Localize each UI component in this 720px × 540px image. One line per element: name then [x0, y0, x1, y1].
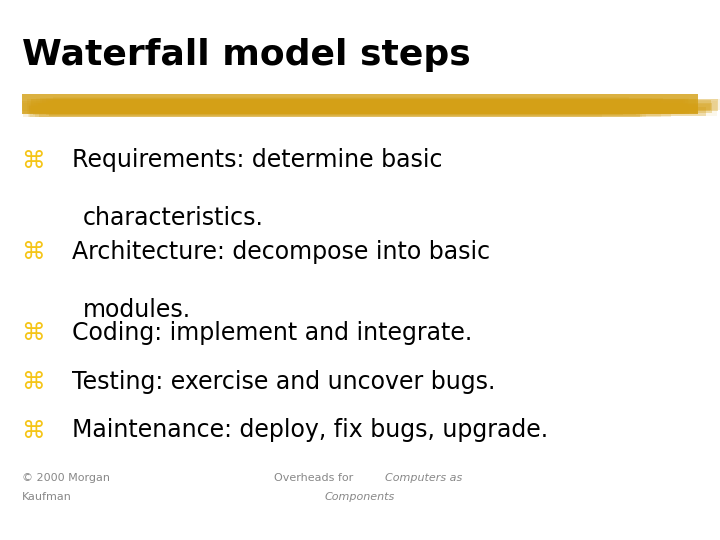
Bar [43, 106, 683, 112]
Bar [30, 107, 621, 112]
Bar [37, 98, 689, 110]
Bar [30, 105, 698, 110]
Bar [28, 106, 661, 117]
Bar [49, 107, 706, 116]
Bar [39, 104, 675, 112]
Bar [42, 99, 718, 111]
Bar [53, 97, 629, 110]
Bar [48, 103, 633, 113]
Text: Waterfall model steps: Waterfall model steps [22, 38, 470, 72]
Text: ⌘: ⌘ [22, 418, 45, 442]
Bar [49, 102, 716, 116]
Bar [49, 110, 626, 114]
Bar [30, 102, 647, 117]
Bar [35, 109, 670, 117]
Text: ⌘: ⌘ [22, 240, 45, 264]
Bar [56, 104, 698, 114]
Bar [27, 99, 685, 114]
Bar [31, 99, 696, 113]
Text: Kaufman: Kaufman [22, 492, 71, 502]
Bar [46, 98, 652, 110]
Text: Testing: exercise and uncover bugs.: Testing: exercise and uncover bugs. [72, 370, 495, 394]
Bar [30, 108, 625, 114]
Bar [38, 106, 678, 112]
Text: Overheads for: Overheads for [274, 473, 356, 483]
Bar [37, 103, 712, 113]
Text: Maintenance: deploy, fix bugs, upgrade.: Maintenance: deploy, fix bugs, upgrade. [72, 418, 548, 442]
Bar [45, 105, 678, 114]
Bar [23, 103, 687, 113]
Text: Computers as: Computers as [385, 473, 462, 483]
Bar [55, 104, 637, 114]
Bar [22, 100, 661, 111]
Text: ⌘: ⌘ [22, 370, 45, 394]
Bar [46, 100, 624, 114]
Bar [57, 107, 665, 114]
Bar [55, 107, 689, 114]
Bar [22, 93, 698, 114]
Text: characteristics.: characteristics. [83, 206, 264, 230]
Bar [44, 104, 711, 111]
Text: Coding: implement and integrate.: Coding: implement and integrate. [72, 321, 472, 345]
Bar [31, 99, 688, 112]
Text: © 2000 Morgan: © 2000 Morgan [22, 473, 109, 483]
Text: ⌘: ⌘ [22, 148, 45, 172]
Bar [40, 111, 640, 117]
Bar [52, 99, 720, 110]
Text: modules.: modules. [83, 298, 191, 322]
Text: Architecture: decompose into basic: Architecture: decompose into basic [72, 240, 490, 264]
Bar [40, 98, 662, 110]
Text: Requirements: determine basic: Requirements: determine basic [72, 148, 443, 172]
Text: ⌘: ⌘ [22, 321, 45, 345]
Text: Components: Components [325, 492, 395, 502]
Bar [55, 100, 711, 110]
Bar [29, 106, 698, 113]
Bar [48, 100, 683, 114]
Bar [32, 106, 636, 115]
Bar [29, 104, 642, 117]
Bar [34, 103, 669, 111]
Bar [23, 110, 602, 117]
